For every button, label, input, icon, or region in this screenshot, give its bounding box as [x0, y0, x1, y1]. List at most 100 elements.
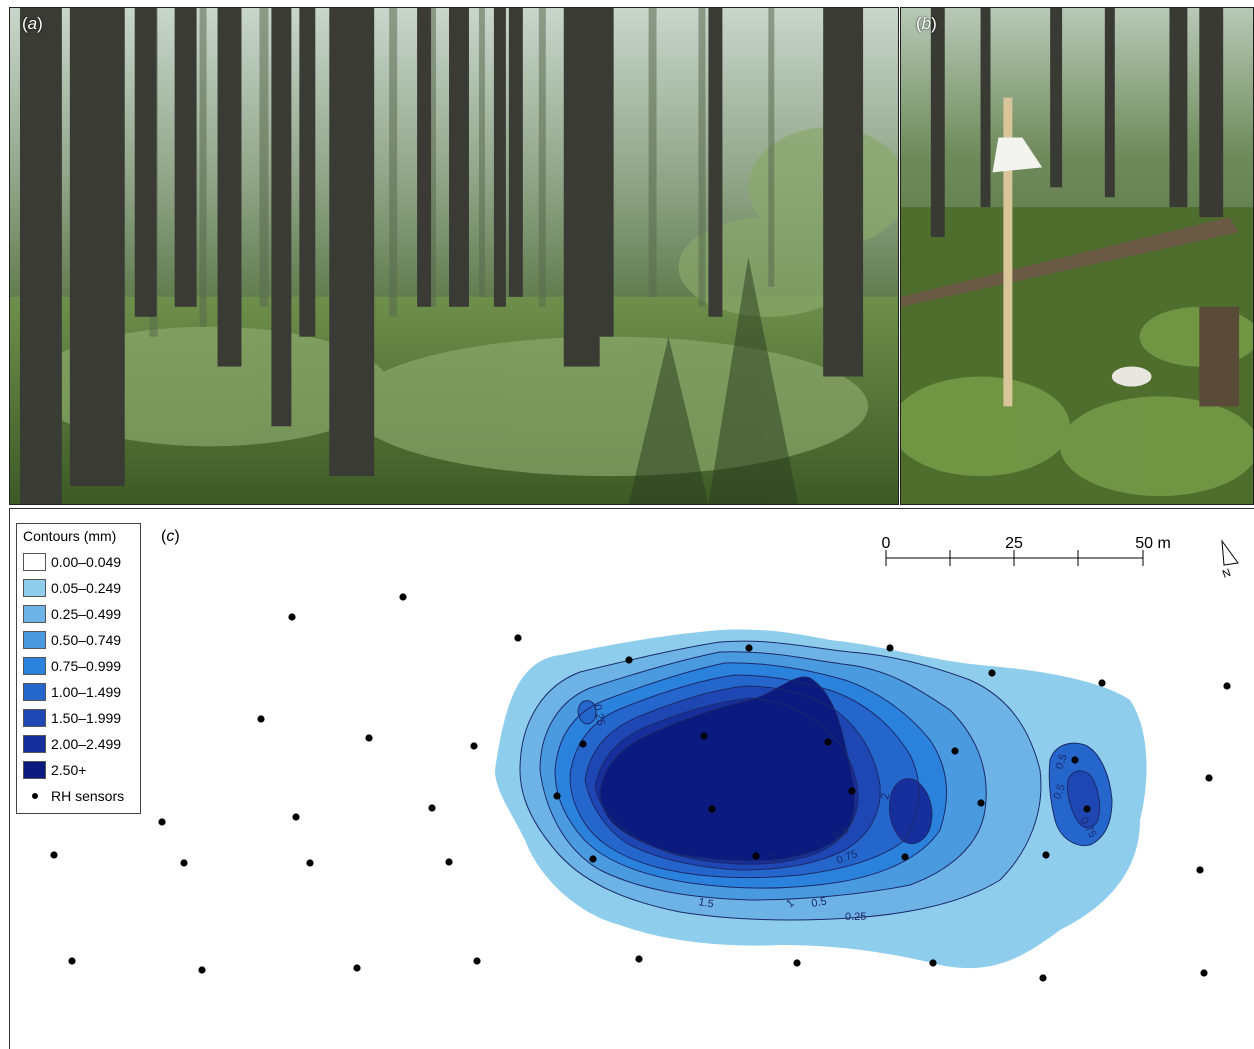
contour-fills [495, 629, 1147, 969]
legend-label: 2.50+ [51, 762, 87, 778]
scale-tick-25: 25 [1005, 535, 1023, 552]
north-arrow-label: N [1221, 567, 1233, 581]
scale-bar: 0 25 50 m [882, 535, 1171, 566]
rh-sensor-point [1196, 866, 1204, 874]
contour-lines [519, 640, 1113, 921]
rh-sensor-point [929, 959, 937, 967]
contour-label: 0.5 [1054, 753, 1071, 771]
rh-sensor-point [428, 804, 436, 812]
legend-item: 2.50+ [23, 757, 134, 783]
legend-swatch [23, 553, 46, 571]
panel-label-b: (b) [916, 14, 937, 33]
rh-sensor-point [848, 787, 856, 795]
rh-sensor-point [1083, 805, 1091, 813]
forest-photo-b-image [901, 8, 1253, 504]
rh-sensor-point [292, 813, 300, 821]
legend-swatch [23, 631, 46, 649]
legend-item: 2.00–2.499 [23, 731, 134, 757]
legend-swatch [23, 735, 46, 753]
panel-label-a: (a) [22, 14, 43, 33]
contour-band-9 [1067, 770, 1100, 828]
rh-sensor-point [1071, 756, 1079, 764]
rh-sensor-point [1098, 679, 1106, 687]
legend-swatch [23, 709, 46, 727]
legend-label: 0.00–0.049 [51, 554, 122, 570]
rh-sensor-point [1039, 974, 1047, 982]
legend-item: 0.05–0.249 [23, 575, 134, 601]
legend-label: 0.50–0.749 [51, 632, 122, 648]
rh-sensor-point [579, 740, 587, 748]
rh-sensor-point [158, 818, 166, 826]
contour-line-4 [569, 674, 920, 879]
legend-item: 1.50–1.999 [23, 705, 134, 731]
rh-sensor-point [399, 593, 407, 601]
legend-item: 1.00–1.499 [23, 679, 134, 705]
contour-line-7 [599, 676, 856, 862]
rh-sensor-points [50, 593, 1231, 982]
legend-label: 0.75–0.999 [51, 658, 122, 674]
rh-sensor-point [901, 853, 909, 861]
contour-line-3 [554, 662, 948, 889]
legend-swatch [23, 605, 46, 623]
rh-sensor-point [886, 644, 894, 652]
rh-sensor-point [1042, 851, 1050, 859]
legend-item: 0.00–0.049 [23, 549, 134, 575]
rh-sensor-point [1223, 682, 1231, 690]
rh-sensor-point [553, 792, 561, 800]
rh-sensor-point [589, 855, 597, 863]
legend-label: 0.05–0.249 [51, 580, 122, 596]
rh-sensor-point [473, 957, 481, 965]
rh-sensor-point [635, 955, 643, 963]
contour-label: 0.5 [810, 895, 827, 909]
rh-sensor-point [824, 738, 832, 746]
rh-sensor-point [625, 656, 633, 664]
legend-swatch [23, 683, 46, 701]
legend-swatch [23, 657, 46, 675]
rh-sensor-point [793, 959, 801, 967]
rh-sensor-point [951, 747, 959, 755]
rh-sensor-point [988, 669, 996, 677]
legend-label: 0.25–0.499 [51, 606, 122, 622]
legend-title: Contours (mm) [23, 528, 117, 544]
rh-sensor-point [353, 964, 361, 972]
rh-sensor-point [257, 715, 265, 723]
contour-line-10 [889, 778, 933, 844]
contour-label: 0.25 [591, 703, 607, 726]
rh-sensor-point [514, 634, 522, 642]
rh-sensor-point [745, 644, 753, 652]
sensor-dot-icon [23, 793, 46, 799]
contour-label: 2 [879, 792, 892, 800]
panel-label-c: (c) [161, 528, 180, 545]
legend-sensor-label: RH sensors [51, 788, 125, 804]
contour-line-8 [1048, 742, 1113, 847]
rh-sensor-point [50, 851, 58, 859]
rh-sensor-point [198, 966, 206, 974]
contour-label: 1.5 [697, 896, 714, 910]
contour-band-7 [600, 676, 855, 861]
scale-tick-0: 0 [882, 535, 891, 552]
forest-photo-b [900, 7, 1254, 505]
contour-line-1 [519, 640, 1042, 921]
rh-sensor-point [708, 805, 716, 813]
contour-line-5 [584, 685, 881, 871]
rh-sensor-point [445, 858, 453, 866]
legend-swatch [23, 761, 46, 779]
rh-sensor-point [470, 742, 478, 750]
legend-item-rh-sensors: RH sensors [23, 783, 134, 809]
rh-sensor-point [180, 859, 188, 867]
legend-label: 2.00–2.499 [51, 736, 122, 752]
scale-tick-50: 50 m [1135, 535, 1171, 552]
rh-sensor-point [752, 852, 760, 860]
rh-sensor-point [288, 613, 296, 621]
north-arrow: N [1221, 539, 1239, 581]
contour-line-9 [1067, 770, 1101, 828]
legend-label: 1.00–1.499 [51, 684, 122, 700]
forest-photo-a [9, 7, 899, 505]
legend-item: 0.25–0.499 [23, 601, 134, 627]
legend-label: 1.50–1.999 [51, 710, 122, 726]
map-legend: Contours (mm) 0.00–0.049 0.05–0.249 0.25–0… [16, 523, 141, 814]
contour-label: 2 [769, 851, 780, 864]
forest-photo-a-image [10, 8, 898, 504]
contour-line-11 [577, 700, 597, 725]
rh-sensor-point [68, 957, 76, 965]
